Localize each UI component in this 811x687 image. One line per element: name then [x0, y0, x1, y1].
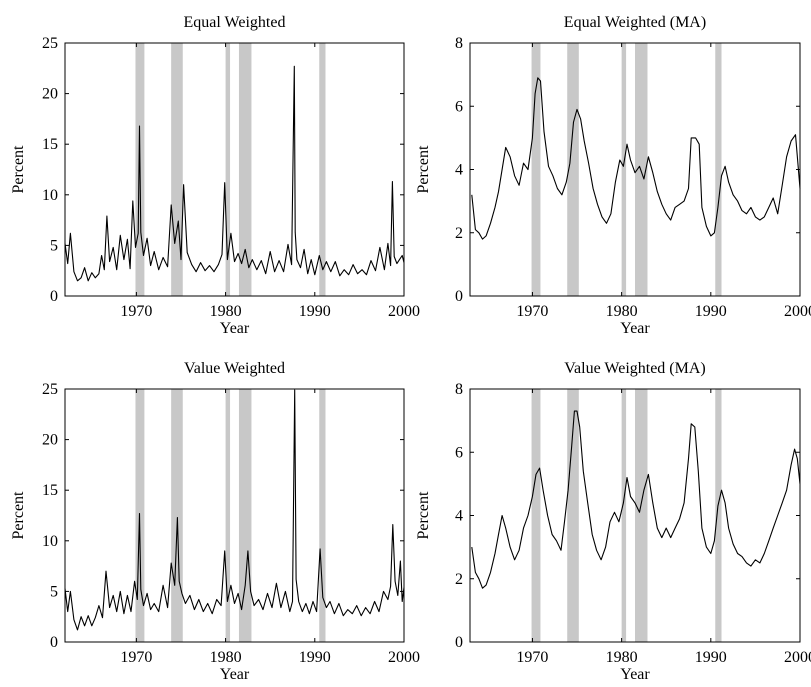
y-tick-label: 8	[455, 35, 463, 52]
panel-ew-ma: 0 2 4 6 8 1970 1980 1990 2000 Equal Weighted (MA)…	[415, 14, 811, 337]
recession-band-4	[715, 389, 722, 642]
recession-band-4	[319, 43, 326, 296]
y-tick-label: 10	[42, 187, 58, 204]
chart-title: Value Weighted (MA)	[564, 360, 706, 377]
y-tick-label: 0	[50, 288, 58, 305]
y-tick-label: 25	[42, 381, 58, 398]
x-tick-label: 1970	[516, 649, 548, 666]
recession-band-2	[225, 389, 231, 642]
recession-band-3	[238, 389, 252, 642]
recession-band-1	[171, 43, 183, 296]
recession-band-4	[319, 389, 326, 642]
x-tick-label: 1990	[299, 649, 331, 666]
x-tick-label: 1980	[210, 649, 242, 666]
y-axis-label: Percent	[10, 145, 27, 194]
recession-band-0	[531, 389, 541, 642]
x-axis-label: Year	[620, 666, 650, 683]
x-tick-label: 2000	[784, 303, 811, 320]
recession-band-3	[635, 389, 648, 642]
recession-band-3	[635, 43, 648, 296]
x-tick-label: 1990	[695, 649, 727, 666]
recession-band-0	[531, 43, 541, 296]
y-tick-label: 5	[50, 583, 58, 600]
axis-frame	[64, 42, 405, 297]
y-tick-label: 6	[455, 98, 463, 115]
y-tick-label: 15	[42, 136, 58, 153]
y-tick-label: 4	[455, 508, 463, 525]
x-axis-label: Year	[620, 320, 650, 337]
series-line-vw-0	[64, 389, 405, 631]
x-tick-label: 1970	[516, 303, 548, 320]
recession-band-2	[621, 389, 627, 642]
y-tick-label: 2	[455, 571, 463, 588]
x-tick-label: 1980	[606, 649, 638, 666]
panel-vw: 0 5 10 15 20 25 1970 1980 1990 2000 Value Weighted…	[10, 360, 420, 683]
x-axis-label: Year	[220, 666, 250, 683]
chart-title: Equal Weighted	[184, 14, 286, 31]
recession-band-1	[567, 43, 579, 296]
chart-title: Value Weighted	[184, 360, 285, 377]
recession-band-3	[238, 43, 252, 296]
y-tick-label: 15	[42, 482, 58, 499]
x-tick-label: 1990	[299, 303, 331, 320]
y-tick-label: 20	[42, 432, 58, 449]
x-axis-label: Year	[220, 320, 250, 337]
y-axis-label: Percent	[415, 491, 432, 540]
x-tick-label: 1980	[210, 303, 242, 320]
x-tick-label: 1970	[120, 303, 152, 320]
x-tick-label: 2000	[388, 649, 420, 666]
series-line-vw-ma-0	[471, 410, 801, 589]
recession-band-2	[621, 43, 627, 296]
y-axis-label: Percent	[10, 491, 27, 540]
y-tick-label: 6	[455, 444, 463, 461]
recession-band-1	[567, 389, 579, 642]
y-tick-label: 20	[42, 86, 58, 103]
axis-frame	[64, 388, 405, 643]
y-tick-label: 4	[455, 162, 463, 179]
y-axis-label: Percent	[415, 145, 432, 194]
y-tick-label: 0	[455, 288, 463, 305]
y-tick-label: 5	[50, 237, 58, 254]
panel-vw-ma: 0 2 4 6 8 1970 1980 1990 2000 Value Weighted (MA)…	[415, 360, 811, 683]
y-tick-label: 10	[42, 533, 58, 550]
x-tick-label: 2000	[388, 303, 420, 320]
y-tick-label: 8	[455, 381, 463, 398]
recession-band-2	[225, 43, 231, 296]
x-tick-label: 1980	[606, 303, 638, 320]
y-tick-label: 25	[42, 35, 58, 52]
series-line-ew-0	[64, 65, 405, 282]
y-tick-label: 2	[455, 225, 463, 242]
panel-ew: 0 5 10 15 20 25 1970 1980 1990 2000 Equal Weighted…	[10, 14, 420, 337]
recession-band-1	[171, 389, 183, 642]
x-tick-label: 2000	[784, 649, 811, 666]
x-tick-label: 1990	[695, 303, 727, 320]
series-line-ew-ma-0	[471, 77, 801, 240]
x-tick-label: 1970	[120, 649, 152, 666]
recession-band-4	[715, 43, 722, 296]
chart-title: Equal Weighted (MA)	[564, 14, 706, 31]
y-tick-label: 0	[455, 634, 463, 651]
y-tick-label: 0	[50, 634, 58, 651]
